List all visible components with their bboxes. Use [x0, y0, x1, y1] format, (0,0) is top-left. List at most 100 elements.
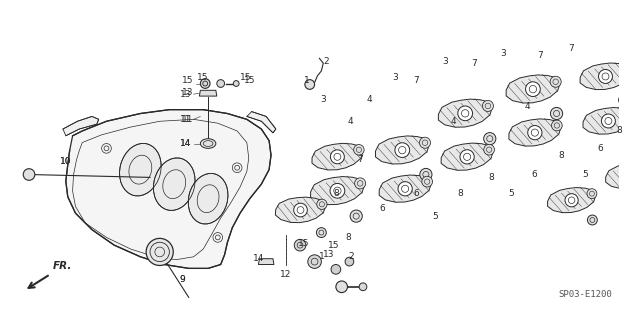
- Circle shape: [350, 210, 362, 222]
- Polygon shape: [312, 143, 363, 170]
- Text: 8: 8: [559, 151, 564, 160]
- Text: 13: 13: [180, 90, 191, 99]
- Circle shape: [305, 80, 315, 89]
- Circle shape: [146, 238, 173, 265]
- Circle shape: [420, 168, 432, 181]
- Text: 1: 1: [319, 252, 325, 261]
- Text: 1: 1: [304, 76, 310, 85]
- Circle shape: [625, 109, 635, 119]
- Text: 7: 7: [568, 44, 574, 53]
- Circle shape: [483, 100, 493, 111]
- Text: 8: 8: [457, 189, 463, 198]
- Polygon shape: [275, 197, 326, 223]
- Circle shape: [552, 120, 562, 131]
- Text: 3: 3: [442, 57, 448, 66]
- Circle shape: [419, 137, 431, 148]
- Circle shape: [354, 145, 364, 155]
- Circle shape: [316, 228, 326, 238]
- Circle shape: [550, 76, 561, 87]
- Text: 15: 15: [240, 73, 252, 82]
- Polygon shape: [506, 75, 560, 103]
- Text: 6: 6: [597, 144, 603, 153]
- Circle shape: [23, 169, 35, 180]
- Circle shape: [602, 114, 616, 128]
- Circle shape: [619, 94, 630, 106]
- Polygon shape: [376, 136, 429, 164]
- Text: 15: 15: [328, 241, 340, 250]
- Text: 7: 7: [537, 51, 543, 60]
- Text: 5: 5: [433, 211, 438, 221]
- Circle shape: [200, 79, 210, 88]
- Circle shape: [345, 257, 354, 266]
- Text: 14: 14: [180, 139, 191, 148]
- Text: 4: 4: [525, 102, 531, 111]
- Text: 5: 5: [508, 189, 514, 198]
- Circle shape: [294, 203, 307, 217]
- Ellipse shape: [188, 174, 228, 224]
- Polygon shape: [438, 99, 492, 127]
- Text: 12: 12: [280, 270, 291, 279]
- Text: 3: 3: [321, 95, 326, 104]
- Circle shape: [398, 182, 412, 196]
- Circle shape: [528, 125, 542, 140]
- Circle shape: [336, 281, 348, 293]
- Polygon shape: [310, 176, 365, 205]
- Polygon shape: [200, 90, 217, 96]
- Circle shape: [484, 133, 496, 145]
- Text: 8: 8: [616, 126, 622, 136]
- Text: 2: 2: [348, 252, 354, 261]
- Polygon shape: [509, 119, 561, 146]
- Text: 15: 15: [196, 73, 208, 82]
- Polygon shape: [583, 108, 634, 134]
- Circle shape: [233, 81, 239, 86]
- Text: 2: 2: [323, 57, 329, 66]
- Text: 6: 6: [413, 189, 419, 198]
- Circle shape: [395, 143, 410, 158]
- Text: 8: 8: [489, 173, 495, 182]
- Text: 7: 7: [413, 76, 419, 85]
- Text: 15: 15: [182, 76, 193, 85]
- Circle shape: [422, 176, 433, 187]
- Polygon shape: [605, 163, 640, 189]
- Circle shape: [355, 178, 365, 189]
- Circle shape: [458, 106, 472, 121]
- Text: 3: 3: [500, 49, 506, 58]
- Circle shape: [587, 189, 597, 199]
- Text: 7: 7: [472, 59, 477, 68]
- Circle shape: [359, 283, 367, 291]
- Polygon shape: [379, 175, 431, 202]
- Ellipse shape: [154, 158, 195, 211]
- Polygon shape: [548, 188, 596, 213]
- Circle shape: [623, 169, 636, 183]
- Text: SP03-E1200: SP03-E1200: [558, 290, 612, 299]
- Polygon shape: [441, 143, 493, 170]
- Polygon shape: [247, 112, 276, 133]
- Circle shape: [550, 108, 563, 120]
- Circle shape: [330, 183, 345, 198]
- Text: 15: 15: [298, 239, 310, 248]
- Text: 4: 4: [450, 117, 456, 126]
- Text: 13: 13: [182, 88, 193, 97]
- Text: 11: 11: [180, 115, 191, 124]
- Text: 14: 14: [253, 254, 264, 263]
- Text: 6: 6: [380, 204, 385, 213]
- Text: 14: 14: [180, 139, 191, 148]
- Polygon shape: [66, 110, 271, 268]
- Text: 8: 8: [346, 233, 351, 242]
- Circle shape: [588, 215, 597, 225]
- Polygon shape: [580, 63, 631, 90]
- Circle shape: [622, 64, 632, 75]
- Text: 11: 11: [182, 115, 193, 124]
- Text: 6: 6: [531, 170, 537, 179]
- Circle shape: [565, 194, 578, 207]
- Circle shape: [317, 199, 327, 209]
- Circle shape: [217, 80, 225, 87]
- Text: 5: 5: [583, 170, 588, 179]
- Text: 8: 8: [333, 189, 339, 198]
- Polygon shape: [63, 116, 99, 136]
- Circle shape: [294, 239, 306, 251]
- Circle shape: [525, 82, 540, 96]
- Circle shape: [598, 70, 612, 84]
- Text: 4: 4: [348, 117, 353, 126]
- Circle shape: [331, 264, 340, 274]
